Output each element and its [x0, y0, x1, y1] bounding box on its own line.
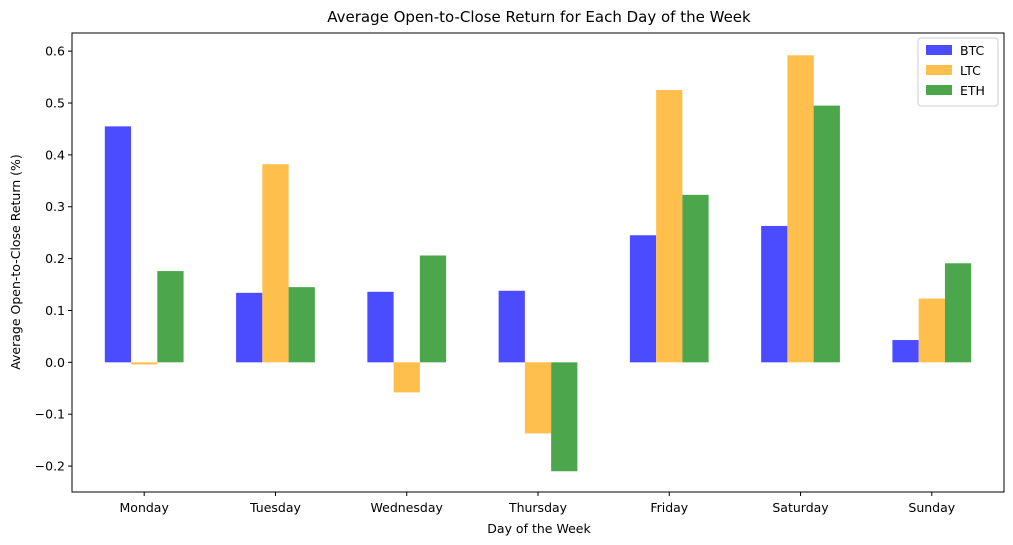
- bar-btc-friday: [629, 235, 657, 363]
- x-tick-label-tuesday: Tuesday: [249, 500, 301, 515]
- y-axis: −0.2 −0.1 0.0 0.1 0.2 0.3 0.4 0.5 0.6: [35, 44, 72, 474]
- bar-eth-saturday: [813, 105, 840, 363]
- x-tick-label-thursday: Thursday: [508, 500, 568, 515]
- bar-ltc-thursday: [524, 362, 552, 434]
- y-axis-title: Average Open-to-Close Return (%): [8, 154, 23, 370]
- legend-swatch-ltc: [926, 65, 952, 75]
- legend-swatch-eth: [926, 85, 952, 95]
- bar-eth-sunday: [944, 263, 972, 363]
- chart-title: Average Open-to-Close Return for Each Da…: [327, 8, 751, 26]
- bar-eth-friday: [682, 194, 709, 363]
- bar-ltc-tuesday: [262, 164, 289, 363]
- y-tick-label: −0.2: [35, 459, 65, 474]
- y-tick-label: 0.3: [45, 199, 65, 214]
- y-tick-label: 0.1: [45, 303, 65, 318]
- x-tick-label-sunday: Sunday: [908, 500, 955, 515]
- legend-label-eth: ETH: [960, 83, 985, 98]
- x-tick-label-monday: Monday: [120, 500, 170, 515]
- bar-eth-monday: [157, 271, 184, 363]
- legend-label-btc: BTC: [960, 43, 984, 58]
- x-tick-label-friday: Friday: [650, 500, 688, 515]
- x-axis: Monday Tuesday Wednesday Thursday Friday Satu…: [120, 492, 956, 515]
- legend-swatch-btc: [926, 45, 952, 55]
- x-tick-label-wednesday: Wednesday: [371, 500, 444, 515]
- bar-btc-tuesday: [236, 292, 263, 363]
- bar-ltc-friday: [656, 90, 683, 363]
- bar-eth-thursday: [551, 362, 578, 472]
- bar-ltc-sunday: [918, 298, 945, 363]
- y-tick-label: 0.0: [45, 355, 65, 370]
- bar-ltc-saturday: [787, 55, 814, 363]
- bar-eth-tuesday: [288, 287, 315, 363]
- plot-area: [71, 32, 1005, 493]
- legend-label-ltc: LTC: [960, 63, 981, 78]
- bar-btc-wednesday: [367, 291, 394, 363]
- y-tick-label: 0.6: [45, 44, 65, 59]
- y-tick-label: 0.4: [45, 147, 65, 162]
- bar-ltc-monday: [131, 362, 158, 365]
- bar-btc-sunday: [892, 340, 919, 363]
- bar-ltc-wednesday: [393, 362, 420, 393]
- x-axis-title: Day of the Week: [487, 521, 591, 536]
- x-tick-label-saturday: Saturday: [772, 500, 829, 515]
- bar-btc-monday: [104, 126, 132, 363]
- bar-btc-thursday: [498, 290, 525, 363]
- y-tick-label: −0.1: [35, 407, 65, 422]
- y-tick-label: 0.5: [45, 96, 65, 111]
- legend: BTC LTC ETH: [917, 37, 999, 107]
- bar-eth-wednesday: [419, 255, 447, 363]
- bar-btc-saturday: [761, 225, 788, 363]
- y-tick-label: 0.2: [45, 251, 65, 266]
